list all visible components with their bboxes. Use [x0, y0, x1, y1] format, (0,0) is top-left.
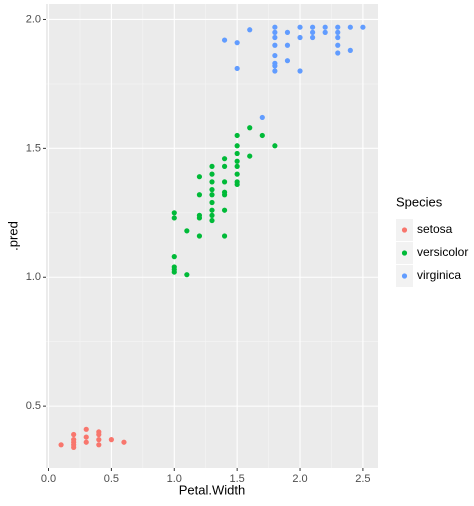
legend-title: Species — [396, 194, 443, 209]
point — [234, 65, 240, 72]
point — [272, 29, 278, 35]
point — [209, 212, 215, 218]
point — [347, 47, 353, 54]
point — [284, 29, 291, 35]
point — [259, 132, 265, 139]
point — [335, 42, 341, 48]
point — [297, 34, 303, 41]
point — [221, 179, 228, 185]
legend-marker — [401, 273, 408, 279]
point — [209, 171, 215, 177]
x-tick-label: 2.0 — [292, 473, 307, 485]
point — [297, 68, 303, 74]
point — [171, 269, 177, 275]
point — [272, 68, 278, 74]
point — [297, 24, 303, 30]
x-tick-label: 1.0 — [167, 473, 182, 485]
point — [171, 254, 177, 260]
point — [221, 37, 228, 43]
point — [209, 179, 215, 185]
point — [209, 163, 215, 169]
point — [247, 125, 253, 131]
point — [209, 187, 215, 193]
point — [234, 132, 240, 139]
point — [284, 42, 291, 48]
point — [247, 153, 253, 159]
point — [196, 192, 203, 198]
point — [310, 29, 316, 35]
point — [347, 24, 353, 30]
point — [58, 442, 64, 448]
point — [272, 63, 278, 69]
legend-marker — [401, 250, 408, 256]
point — [335, 29, 341, 35]
point — [209, 217, 215, 224]
point — [335, 50, 341, 56]
point — [221, 192, 228, 198]
point — [221, 156, 228, 162]
point — [83, 434, 89, 440]
point — [96, 437, 102, 443]
point — [272, 52, 278, 59]
point — [96, 442, 102, 448]
point — [71, 431, 77, 438]
point — [184, 228, 190, 234]
point — [322, 29, 328, 35]
point — [221, 233, 228, 239]
point — [184, 272, 190, 278]
point — [272, 24, 278, 30]
y-tick-label: 2.0 — [26, 13, 41, 25]
point — [71, 437, 77, 443]
panel — [46, 4, 378, 468]
point — [259, 114, 265, 121]
point — [322, 24, 328, 30]
point — [272, 42, 278, 48]
point — [196, 233, 203, 239]
y-tick-label: 0.5 — [26, 400, 41, 412]
point — [234, 158, 240, 164]
point — [310, 24, 316, 30]
y-tick-label: 1.0 — [26, 271, 41, 283]
point — [196, 174, 203, 180]
point — [83, 426, 89, 432]
point — [234, 171, 240, 177]
legend-marker — [401, 227, 408, 233]
point — [272, 34, 278, 41]
point — [209, 207, 215, 213]
point — [83, 439, 89, 445]
point — [272, 143, 278, 149]
point — [108, 437, 114, 443]
point — [221, 207, 228, 213]
point — [121, 439, 127, 445]
point — [247, 27, 253, 33]
x-tick-label: 2.5 — [355, 473, 370, 485]
point — [234, 150, 240, 157]
point — [234, 163, 240, 169]
point — [234, 40, 240, 46]
point — [171, 210, 177, 216]
point — [284, 58, 291, 64]
point — [335, 24, 341, 30]
x-tick-label: 0.5 — [104, 473, 119, 485]
point — [360, 24, 366, 30]
point — [209, 192, 215, 198]
y-axis-title: .pred — [5, 221, 20, 251]
point — [171, 215, 177, 221]
point — [310, 34, 316, 41]
x-tick-label: 1.5 — [230, 473, 245, 485]
legend-label: virginica — [417, 268, 461, 282]
point — [234, 181, 240, 188]
x-axis-title: Petal.Width — [179, 482, 245, 497]
point — [221, 163, 228, 169]
point — [196, 215, 203, 221]
point — [234, 143, 240, 149]
point — [96, 431, 102, 438]
legend-label: setosa — [417, 222, 453, 236]
x-tick-label: 0.0 — [41, 473, 56, 485]
point — [209, 199, 215, 206]
y-tick-label: 1.5 — [26, 142, 41, 154]
point — [335, 34, 341, 41]
legend-label: versicolor — [417, 245, 468, 259]
